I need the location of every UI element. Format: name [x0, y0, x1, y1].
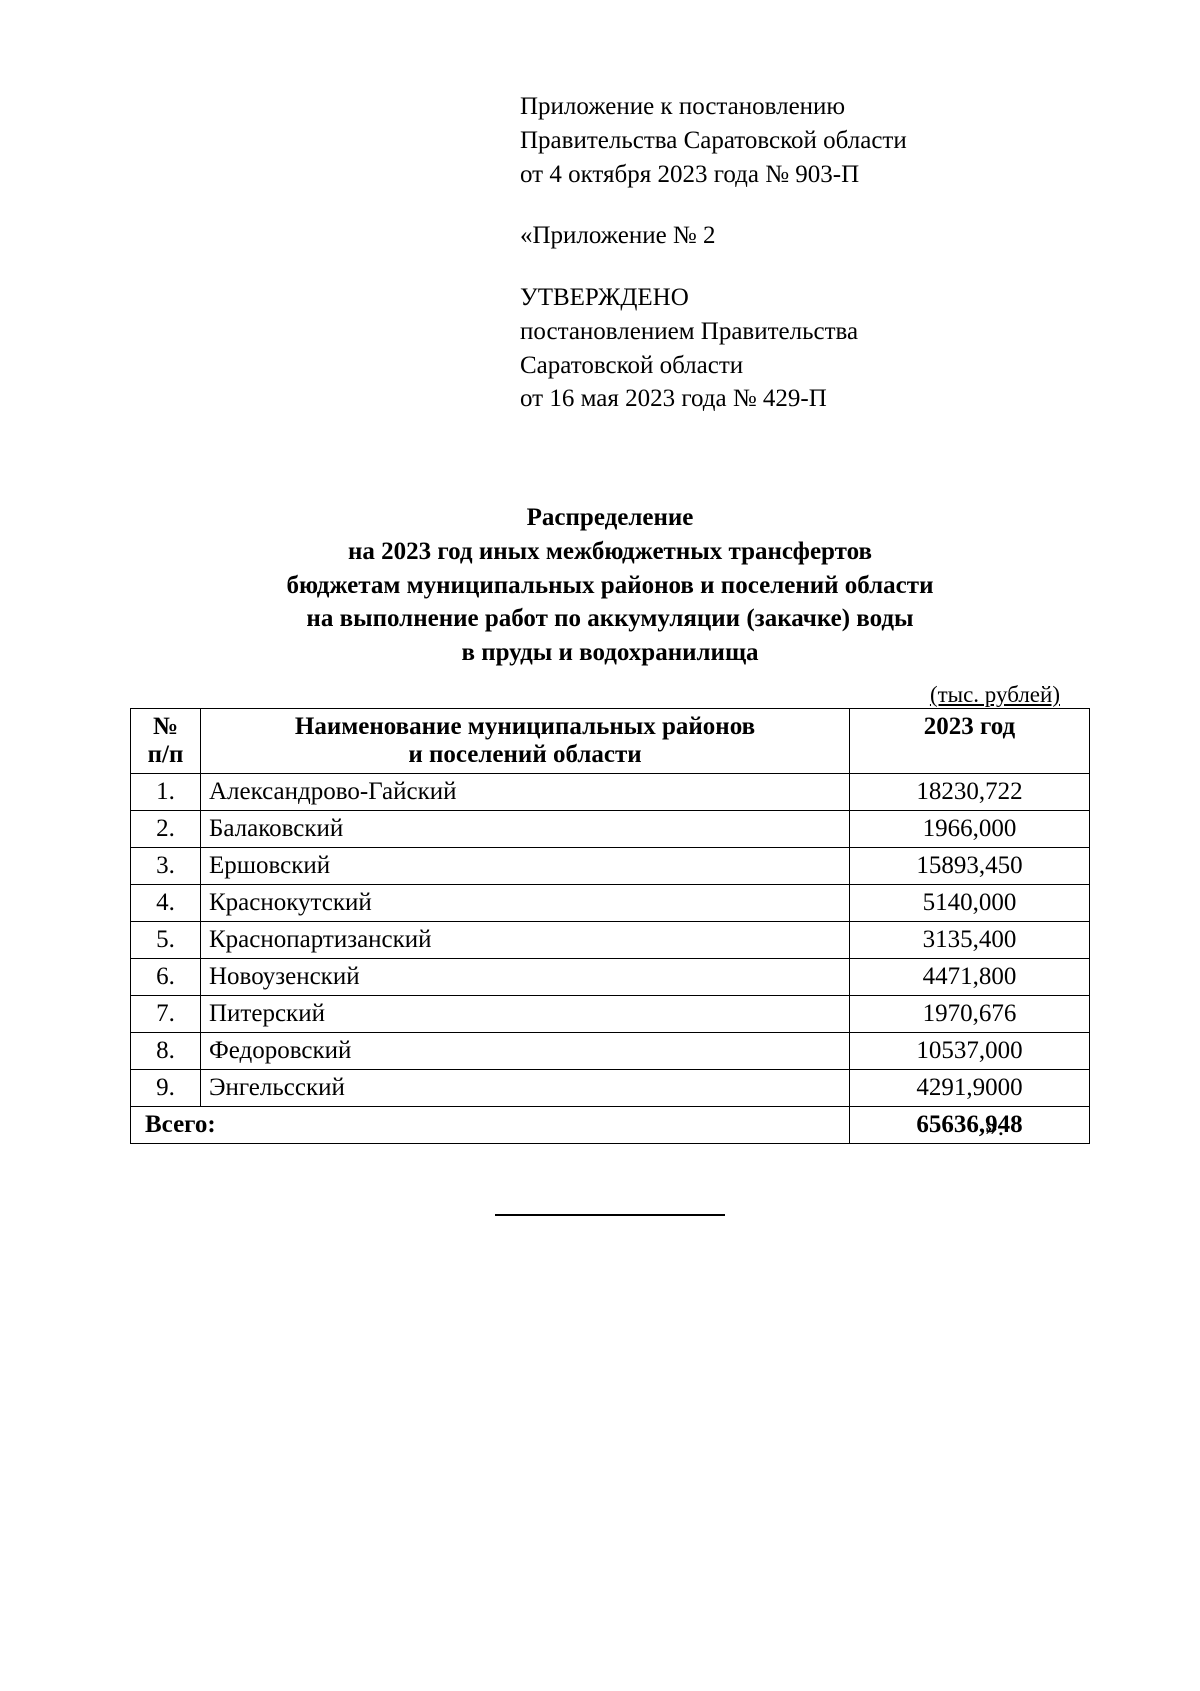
divider-line [495, 1214, 725, 1216]
cell-name: Федоровский [201, 1032, 850, 1069]
col-header-year: 2023 год [850, 708, 1090, 773]
title-line-1: Распределение [130, 501, 1090, 535]
table-row: 4. Краснокутский 5140,000 [131, 884, 1090, 921]
title-line-3: бюджетам муниципальных районов и поселен… [130, 569, 1090, 603]
cell-name: Балаковский [201, 810, 850, 847]
col-header-number: № п/п [131, 708, 201, 773]
total-value: 65636,948 [850, 1106, 1090, 1143]
cell-num: 6. [131, 958, 201, 995]
units-label: (тыс. рублей) [130, 682, 1090, 708]
table-row: 7. Питерский 1970,676 [131, 995, 1090, 1032]
cell-val: 1970,676 [850, 995, 1090, 1032]
title-line-5: в пруды и водохранилища [130, 636, 1090, 670]
approved-line-2: постановлением Правительства [520, 315, 1090, 349]
cell-name: Александрово-Гайский [201, 773, 850, 810]
approved-line-4: от 16 мая 2023 года № 429-П [520, 382, 1090, 416]
cell-num: 8. [131, 1032, 201, 1069]
cell-name: Краснопартизанский [201, 921, 850, 958]
cell-val: 4471,800 [850, 958, 1090, 995]
approved-block: УТВЕРЖДЕНО постановлением Правительства … [520, 281, 1090, 416]
cell-num: 2. [131, 810, 201, 847]
cell-val: 5140,000 [850, 884, 1090, 921]
approved-line-3: Саратовской области [520, 349, 1090, 383]
cell-name: Питерский [201, 995, 850, 1032]
attachment-line-2: Правительства Саратовской области [520, 124, 1090, 158]
cell-num: 5. [131, 921, 201, 958]
col-name-line-1: Наименование муниципальных районов [209, 713, 841, 741]
cell-val: 3135,400 [850, 921, 1090, 958]
table-row: 8. Федоровский 10537,000 [131, 1032, 1090, 1069]
cell-num: 9. [131, 1069, 201, 1106]
attachment-header: Приложение к постановлению Правительства… [520, 90, 1090, 191]
cell-num: 7. [131, 995, 201, 1032]
attachment-line-3: от 4 октября 2023 года № 903-П [520, 158, 1090, 192]
sub-attachment: «Приложение № 2 [520, 219, 1090, 253]
cell-val: 1966,000 [850, 810, 1090, 847]
cell-name: Ершовский [201, 847, 850, 884]
cell-val: 18230,722 [850, 773, 1090, 810]
col-name-line-2: и поселений области [209, 741, 841, 769]
table-total-row: Всего: 65636,948 [131, 1106, 1090, 1143]
cell-name: Краснокутский [201, 884, 850, 921]
table-row: 1. Александрово-Гайский 18230,722 [131, 773, 1090, 810]
table-row: 5. Краснопартизанский 3135,400 [131, 921, 1090, 958]
table-row: 6. Новоузенский 4471,800 [131, 958, 1090, 995]
cell-val: 4291,9000 [850, 1069, 1090, 1106]
attachment-line-1: Приложение к постановлению [520, 90, 1090, 124]
cell-name: Новоузенский [201, 958, 850, 995]
table-body: 1. Александрово-Гайский 18230,722 2. Бал… [131, 773, 1090, 1143]
col-header-name: Наименование муниципальных районов и пос… [201, 708, 850, 773]
document-title: Распределение на 2023 год иных межбюджет… [130, 501, 1090, 670]
distribution-table: № п/п Наименование муниципальных районов… [130, 708, 1090, 1144]
cell-num: 3. [131, 847, 201, 884]
col-num-line-1: № [139, 713, 192, 741]
table-row: 9. Энгельсский 4291,9000 [131, 1069, 1090, 1106]
cell-num: 1. [131, 773, 201, 810]
title-line-4: на выполнение работ по аккумуляции (зака… [130, 602, 1090, 636]
col-num-line-2: п/п [139, 741, 192, 769]
table-header-row: № п/п Наименование муниципальных районов… [131, 708, 1090, 773]
closing-quote: ». [985, 1114, 1004, 1142]
cell-num: 4. [131, 884, 201, 921]
title-line-2: на 2023 год иных межбюджетных трансферто… [130, 535, 1090, 569]
table-row: 2. Балаковский 1966,000 [131, 810, 1090, 847]
table-row: 3. Ершовский 15893,450 [131, 847, 1090, 884]
cell-name: Энгельсский [201, 1069, 850, 1106]
approved-line-1: УТВЕРЖДЕНО [520, 281, 1090, 315]
cell-val: 15893,450 [850, 847, 1090, 884]
sub-attachment-line-1: «Приложение № 2 [520, 219, 1090, 253]
total-label: Всего: [131, 1106, 850, 1143]
cell-val: 10537,000 [850, 1032, 1090, 1069]
